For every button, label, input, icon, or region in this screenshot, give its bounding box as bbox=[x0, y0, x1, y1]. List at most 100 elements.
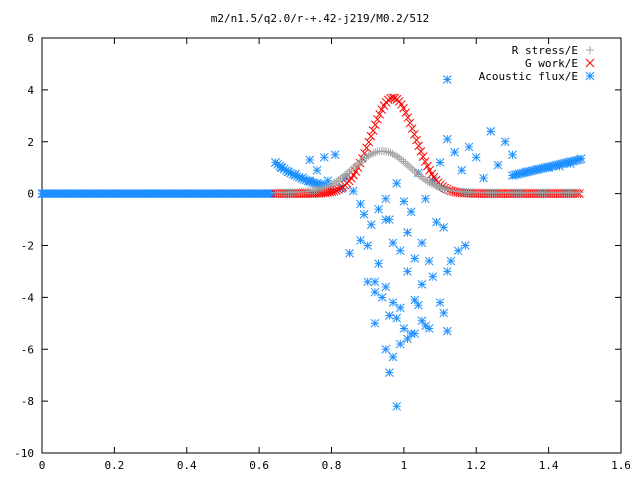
acoustic-flux-point bbox=[370, 287, 380, 297]
acoustic-flux-point bbox=[461, 241, 470, 250]
acoustic-flux-point bbox=[370, 318, 380, 328]
plot-frame bbox=[41, 37, 622, 454]
acoustic-flux-point bbox=[37, 189, 47, 198]
acoustic-flux-point bbox=[374, 204, 383, 214]
legend-label: G work/E bbox=[525, 57, 578, 70]
g-work-point bbox=[403, 113, 413, 122]
acoustic-flux-point bbox=[428, 272, 438, 281]
acoustic-flux-point bbox=[348, 186, 358, 196]
y-tick-label: 0 bbox=[27, 188, 34, 201]
acoustic-flux-point bbox=[374, 259, 383, 269]
acoustic-flux-point bbox=[406, 207, 416, 217]
acoustic-flux-point bbox=[500, 137, 510, 147]
r-stress-point bbox=[401, 159, 410, 168]
x-tick-label: 0.6 bbox=[249, 459, 269, 472]
g-work-point bbox=[375, 109, 384, 119]
acoustic-flux-point bbox=[182, 189, 192, 198]
acoustic-flux-point bbox=[399, 324, 409, 333]
r-stress-point bbox=[386, 148, 395, 157]
acoustic-flux-point bbox=[330, 150, 340, 160]
acoustic-flux-point bbox=[345, 248, 354, 258]
y-tick-label: 6 bbox=[27, 32, 34, 45]
acoustic-flux-point bbox=[366, 220, 376, 230]
g-work-point bbox=[331, 186, 341, 195]
g-work-point bbox=[414, 141, 424, 151]
acoustic-flux-point bbox=[432, 217, 441, 227]
acoustic-flux-point bbox=[363, 277, 373, 287]
acoustic-flux-point bbox=[73, 189, 83, 198]
g-work-point bbox=[336, 184, 345, 193]
legend-label: R stress/E bbox=[512, 44, 578, 57]
acoustic-flux-point bbox=[356, 199, 365, 209]
acoustic-flux-point bbox=[410, 329, 420, 339]
acoustic-flux-point bbox=[493, 160, 503, 170]
acoustic-flux-point bbox=[450, 147, 459, 157]
acoustic-flux-point bbox=[544, 163, 553, 173]
g-work-point bbox=[368, 126, 378, 135]
legend-marker bbox=[586, 46, 594, 54]
acoustic-flux-point bbox=[298, 173, 307, 182]
g-work-point bbox=[362, 143, 371, 153]
acoustic-flux-point bbox=[555, 162, 564, 171]
y-axis: -10 -8 -6 -4 -2 0 2 4 6 bbox=[14, 32, 621, 460]
x-tick-label: 1.2 bbox=[466, 459, 486, 472]
g-work-point bbox=[416, 147, 426, 156]
acoustic-flux-point bbox=[442, 75, 452, 84]
chart-title: m2/n1.5/q2.0/r-+.42-j219/M0.2/512 bbox=[211, 12, 430, 25]
g-work-point bbox=[370, 120, 380, 130]
g-work-point bbox=[407, 124, 417, 133]
acoustic-flux-point bbox=[565, 159, 575, 169]
acoustic-flux-point bbox=[439, 222, 449, 232]
g-work-point bbox=[399, 103, 408, 113]
acoustic-flux-point bbox=[403, 228, 412, 237]
acoustic-flux-point bbox=[576, 154, 586, 163]
acoustic-flux-point bbox=[388, 238, 398, 248]
acoustic-flux-point bbox=[435, 298, 445, 307]
acoustic-flux-point bbox=[479, 173, 488, 183]
acoustic-flux-point bbox=[471, 152, 481, 162]
x-tick-label: 0.8 bbox=[322, 459, 342, 472]
legend-marker bbox=[585, 58, 595, 68]
acoustic-flux-point bbox=[439, 308, 449, 318]
acoustic-flux-point bbox=[424, 256, 434, 266]
x-tick-label: 0.4 bbox=[177, 459, 197, 472]
acoustic-flux-point bbox=[385, 311, 394, 320]
acoustic-flux-point bbox=[417, 238, 427, 248]
x-tick-label: 1.6 bbox=[611, 459, 631, 472]
y-tick-label: -4 bbox=[21, 291, 35, 304]
x-tick-label: 0 bbox=[39, 459, 46, 472]
x-axis: 0 0.2 0.4 0.6 0.8 1 1.2 1.4 1.6 bbox=[39, 38, 631, 472]
acoustic-flux-point bbox=[424, 324, 434, 333]
acoustic-flux-point bbox=[442, 134, 452, 144]
g-work-point bbox=[410, 129, 419, 139]
y-tick-label: 2 bbox=[27, 136, 34, 149]
y-tick-label: -8 bbox=[21, 395, 34, 408]
acoustic-flux-point bbox=[363, 241, 373, 250]
acoustic-flux-point bbox=[377, 293, 387, 302]
legend-marker bbox=[585, 71, 595, 81]
y-tick-label: 4 bbox=[27, 84, 34, 97]
g-work-point bbox=[401, 108, 411, 117]
acoustic-flux-point bbox=[403, 334, 412, 344]
acoustic-flux-point bbox=[457, 165, 467, 175]
g-work-point bbox=[420, 157, 430, 166]
acoustic-flux-point bbox=[395, 303, 405, 313]
r-stress-point bbox=[403, 161, 412, 170]
acoustic-flux-point bbox=[508, 150, 517, 160]
acoustic-flux-point bbox=[388, 298, 398, 307]
g-work-point bbox=[366, 131, 376, 141]
g-work-point bbox=[377, 105, 387, 114]
acoustic-flux-point bbox=[305, 155, 315, 165]
acoustic-flux-point bbox=[392, 178, 401, 188]
acoustic-flux-point bbox=[442, 267, 452, 276]
acoustic-flux-point bbox=[146, 189, 155, 198]
acoustic-flux-point bbox=[453, 246, 463, 256]
acoustic-flux-point bbox=[395, 339, 405, 349]
acoustic-flux-point bbox=[381, 344, 391, 354]
acoustic-flux-point bbox=[356, 235, 365, 245]
acoustic-flux-point bbox=[290, 169, 300, 179]
acoustic-flux-point bbox=[218, 189, 228, 198]
acoustic-flux-point bbox=[269, 189, 278, 198]
